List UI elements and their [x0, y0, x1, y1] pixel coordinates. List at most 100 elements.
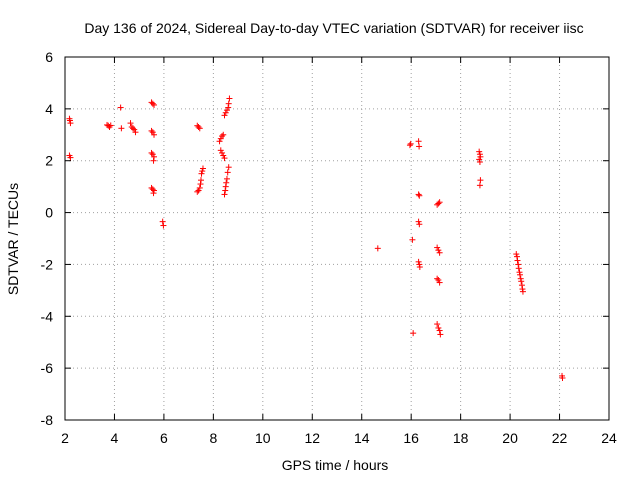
grid [65, 57, 609, 420]
data-point [415, 258, 422, 265]
y-axis-label: SDTVAR / TECUs [5, 183, 21, 295]
data-point [434, 244, 441, 251]
data-point [436, 199, 443, 206]
data-point [149, 186, 156, 193]
x-tick-label: 22 [552, 430, 568, 446]
data-point [150, 157, 157, 164]
data-point [416, 264, 423, 271]
data-point [160, 222, 167, 229]
data-point [220, 131, 227, 138]
data-point [199, 168, 206, 175]
data-point [118, 125, 125, 132]
x-tick-label: 6 [160, 430, 168, 446]
data-point [416, 221, 423, 228]
plot-frame [64, 56, 610, 421]
y-tick-label: -2 [41, 256, 54, 272]
data-point [198, 177, 204, 184]
data-point [130, 125, 136, 132]
data-point [374, 245, 381, 252]
data-point [477, 153, 484, 160]
data-point [216, 138, 223, 145]
y-tick-label: 4 [45, 101, 53, 117]
data-point [195, 124, 202, 131]
data-point [436, 279, 443, 286]
data-point [132, 129, 139, 136]
data-point [225, 164, 232, 171]
data-point [410, 330, 417, 337]
y-tick-label: 2 [45, 153, 53, 169]
data-point [221, 112, 228, 119]
x-tick-label: 2 [61, 430, 69, 446]
data-point [196, 125, 203, 132]
data-point [223, 179, 230, 186]
axis-ticks [64, 56, 610, 421]
data-point [435, 200, 442, 207]
data-point [67, 154, 74, 161]
x-axis-label: GPS time / hours [282, 457, 389, 473]
data-point [196, 184, 203, 191]
data-point [434, 275, 441, 282]
data-point [437, 331, 444, 338]
data-point [513, 251, 520, 258]
data-point [219, 133, 226, 140]
data-point [435, 276, 442, 283]
data-point [518, 278, 525, 285]
data-point [476, 159, 483, 166]
data-point [519, 288, 526, 295]
data-point [149, 129, 156, 136]
data-point [516, 271, 523, 278]
data-points [66, 95, 566, 381]
data-point [407, 140, 414, 147]
data-point [415, 191, 422, 198]
y-tick-label: -4 [41, 308, 54, 324]
data-point [149, 100, 156, 107]
x-tick-label: 10 [255, 430, 271, 446]
data-point [221, 155, 228, 162]
data-point [477, 177, 484, 184]
data-point [67, 120, 74, 127]
data-point [416, 192, 423, 199]
data-point [159, 218, 166, 225]
data-point [195, 187, 202, 194]
data-point [406, 142, 413, 149]
data-point [415, 218, 422, 225]
data-point [226, 95, 233, 102]
x-tick-label: 24 [601, 430, 617, 446]
y-tick-label: -6 [41, 360, 54, 376]
data-point [476, 156, 483, 163]
x-tick-label: 14 [354, 430, 370, 446]
data-point [148, 149, 155, 156]
data-point [150, 190, 157, 197]
data-point [416, 143, 423, 150]
data-point [559, 374, 566, 381]
data-point [117, 104, 124, 111]
data-point [151, 131, 158, 138]
data-point [127, 120, 134, 127]
data-point [149, 151, 156, 158]
data-point [222, 109, 229, 116]
data-point [224, 169, 231, 176]
data-point [199, 165, 206, 172]
data-point [409, 236, 416, 243]
data-point [148, 127, 155, 134]
data-point [435, 324, 442, 331]
data-point [476, 182, 483, 189]
data-point [415, 138, 422, 145]
x-tick-label: 8 [209, 430, 217, 446]
data-point [435, 247, 442, 254]
data-point [514, 257, 521, 264]
x-tick-label: 16 [403, 430, 419, 446]
data-point [217, 135, 224, 142]
data-point [220, 152, 227, 159]
data-point [476, 148, 483, 155]
data-point [223, 107, 230, 114]
y-tick-label: 6 [45, 49, 53, 65]
x-tick-label: 12 [304, 430, 320, 446]
y-tick-labels: -8 -6 -4 -2 0 2 4 6 [41, 49, 54, 428]
data-point [225, 100, 232, 107]
data-point [223, 175, 230, 182]
data-point [515, 265, 522, 272]
data-point [107, 122, 114, 129]
data-point [221, 191, 228, 198]
